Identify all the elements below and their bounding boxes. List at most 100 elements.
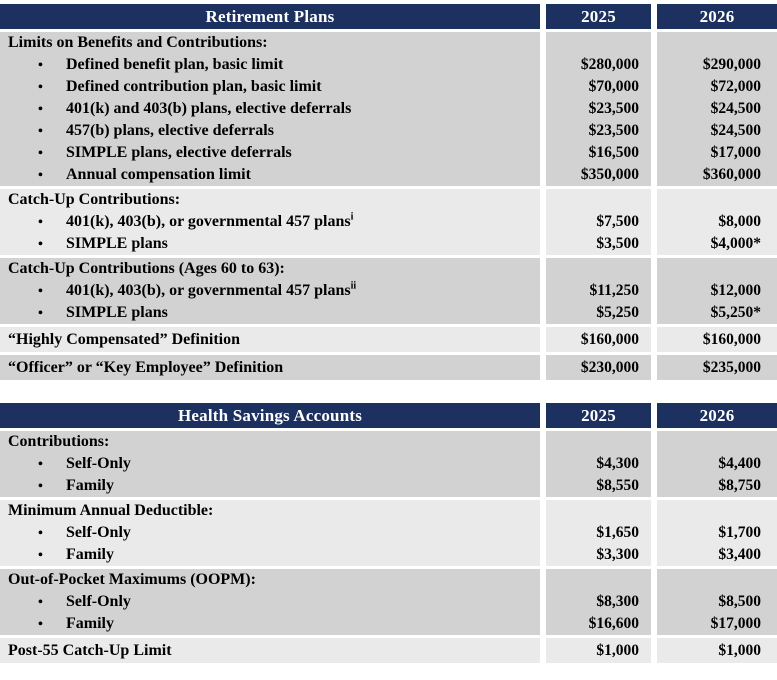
row-label: Family: [66, 477, 114, 494]
value-2025: $230,000: [546, 355, 651, 380]
value-2026: [657, 189, 777, 211]
table-row: • SIMPLE plans $5,250 $5,250*: [0, 302, 777, 324]
value-2025: $3,500: [546, 233, 651, 255]
row-label-cell: Limits on Benefits and Contributions:: [0, 32, 540, 54]
bullet-icon: •: [38, 215, 43, 230]
bullet-icon: •: [38, 102, 43, 117]
table-row: Limits on Benefits and Contributions:: [0, 32, 777, 54]
value-2025: $8,550: [546, 475, 651, 497]
table-section: Post-55 Catch-Up Limit $1,000 $1,000: [0, 638, 777, 663]
value-2025: $3,300: [546, 544, 651, 566]
footnote-marker: ii: [350, 280, 357, 292]
row-label-cell: Post-55 Catch-Up Limit: [0, 638, 540, 663]
table-header-row: Health Savings Accounts 2025 2026: [0, 403, 777, 428]
row-label: Limits on Benefits and Contributions:: [8, 34, 268, 51]
bullet-icon: •: [38, 526, 43, 541]
table-section: Catch-Up Contributions (Ages 60 to 63): •…: [0, 258, 777, 324]
table-section: Limits on Benefits and Contributions: • De…: [0, 32, 777, 186]
table-row: Out-of-Pocket Maximums (OOPM):: [0, 569, 777, 591]
value-2026: $8,000: [657, 211, 777, 233]
row-label: Contributions:: [8, 433, 110, 450]
bullet-icon: •: [38, 306, 43, 321]
table-retirement-plans: Retirement Plans 2025 2026 Limits on Benefi…: [0, 4, 777, 380]
row-label-cell: • Annual compensation limit: [0, 164, 540, 186]
bullet-icon: •: [38, 548, 43, 563]
table-header-row: Retirement Plans 2025 2026: [0, 4, 777, 29]
row-label: Catch-Up Contributions (Ages 60 to 63):: [8, 260, 285, 277]
row-label: Annual compensation limit: [66, 166, 251, 183]
row-label-cell: • Defined contribution plan, basic limit: [0, 76, 540, 98]
value-2026: $4,400: [657, 453, 777, 475]
row-label: SIMPLE plans, elective deferrals: [66, 144, 292, 161]
value-2026: $360,000: [657, 164, 777, 186]
row-label: SIMPLE plans: [66, 304, 168, 321]
row-label-cell: • Family: [0, 544, 540, 566]
bullet-icon: •: [38, 58, 43, 73]
value-2026: $8,500: [657, 591, 777, 613]
value-2026: $24,500: [657, 120, 777, 142]
value-2026: $4,000*: [657, 233, 777, 255]
table-title: Health Savings Accounts: [0, 403, 540, 428]
value-2025: $70,000: [546, 76, 651, 98]
bullet-icon: •: [38, 124, 43, 139]
table-health-savings-accounts: Health Savings Accounts 2025 2026 Contribut…: [0, 403, 777, 663]
table-row: • Family $3,300 $3,400: [0, 544, 777, 566]
row-label: “Officer” or “Key Employee” Definition: [8, 359, 284, 376]
limits-tables-container: Retirement Plans 2025 2026 Limits on Benefi…: [0, 4, 777, 663]
table-title: Retirement Plans: [0, 4, 540, 29]
table-row: Catch-Up Contributions (Ages 60 to 63):: [0, 258, 777, 280]
year-column-header-2026: 2026: [657, 4, 777, 29]
bullet-icon: •: [38, 80, 43, 95]
table-section: Contributions: • Self-Only $4,300 $4,400 • Fam…: [0, 431, 777, 497]
row-label: Self-Only: [66, 593, 131, 610]
table-row: Post-55 Catch-Up Limit $1,000 $1,000: [0, 638, 777, 663]
bullet-icon: •: [38, 457, 43, 472]
row-label-cell: Out-of-Pocket Maximums (OOPM):: [0, 569, 540, 591]
table-row: • Self-Only $1,650 $1,700: [0, 522, 777, 544]
row-label-cell: • Self-Only: [0, 453, 540, 475]
value-2026: $12,000: [657, 280, 777, 302]
row-label: Minimum Annual Deductible:: [8, 502, 214, 519]
value-2026: [657, 569, 777, 591]
row-label-cell: • 401(k), 403(b), or governmental 457 pla…: [0, 211, 540, 233]
table-row: • 401(k), 403(b), or governmental 457 pla…: [0, 280, 777, 302]
row-label: Post-55 Catch-Up Limit: [8, 642, 172, 659]
row-label-cell: • 401(k) and 403(b) plans, elective defer…: [0, 98, 540, 120]
row-label: 401(k) and 403(b) plans, elective deferr…: [66, 100, 352, 117]
row-label: SIMPLE plans: [66, 235, 168, 252]
table-section: “Highly Compensated” Definition $160,000 $…: [0, 327, 777, 352]
row-label: Family: [66, 615, 114, 632]
table-row: • Family $8,550 $8,750: [0, 475, 777, 497]
row-label-cell: “Officer” or “Key Employee” Definition: [0, 355, 540, 380]
row-label-cell: “Highly Compensated” Definition: [0, 327, 540, 352]
value-2025: [546, 500, 651, 522]
year-column-header-2025: 2025: [546, 4, 651, 29]
value-2025: $1,650: [546, 522, 651, 544]
value-2025: $23,500: [546, 98, 651, 120]
value-2025: $280,000: [546, 54, 651, 76]
value-2025: $5,250: [546, 302, 651, 324]
table-row: • SIMPLE plans, elective deferrals $16,500…: [0, 142, 777, 164]
row-label-cell: • Defined benefit plan, basic limit: [0, 54, 540, 76]
value-2025: $4,300: [546, 453, 651, 475]
table-row: “Officer” or “Key Employee” Definition $2…: [0, 355, 777, 380]
row-label-cell: • SIMPLE plans: [0, 233, 540, 255]
value-2025: $1,000: [546, 638, 651, 663]
table-row: Minimum Annual Deductible:: [0, 500, 777, 522]
table-row: Catch-Up Contributions:: [0, 189, 777, 211]
value-2026: [657, 431, 777, 453]
value-2026: $235,000: [657, 355, 777, 380]
value-2025: $16,600: [546, 613, 651, 635]
value-2026: [657, 32, 777, 54]
table-section: Catch-Up Contributions: • 401(k), 403(b), …: [0, 189, 777, 255]
value-2025: $11,250: [546, 280, 651, 302]
value-2026: $5,250*: [657, 302, 777, 324]
table-section: “Officer” or “Key Employee” Definition $2…: [0, 355, 777, 380]
value-2025: $16,500: [546, 142, 651, 164]
table-row: • Defined benefit plan, basic limit $280,0…: [0, 54, 777, 76]
row-label-cell: • 457(b) plans, elective deferrals: [0, 120, 540, 142]
bullet-icon: •: [38, 617, 43, 632]
table-row: • 401(k) and 403(b) plans, elective defer…: [0, 98, 777, 120]
table-row: • Defined contribution plan, basic limit $…: [0, 76, 777, 98]
row-label-cell: • 401(k), 403(b), or governmental 457 pla…: [0, 280, 540, 302]
